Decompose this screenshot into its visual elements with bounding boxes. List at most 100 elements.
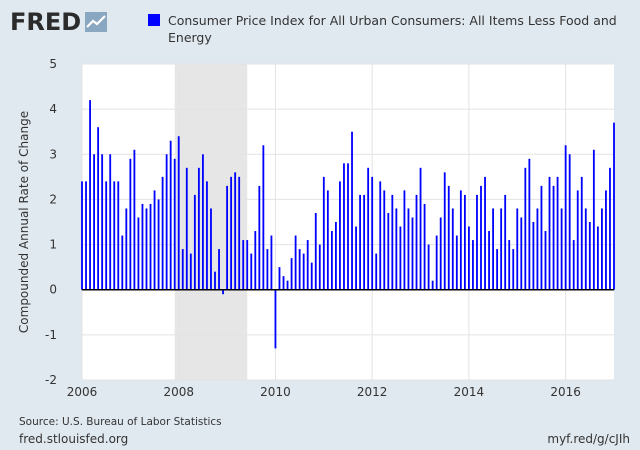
- bar: [254, 231, 257, 290]
- bar: [189, 253, 192, 290]
- bar: [282, 276, 285, 290]
- bar: [447, 185, 450, 290]
- bar: [226, 185, 228, 290]
- bar: [480, 185, 482, 290]
- bar: [270, 235, 273, 290]
- bar: [113, 181, 116, 290]
- bar: [298, 249, 301, 290]
- bar: [266, 249, 269, 290]
- bar: [339, 181, 341, 290]
- bar: [613, 122, 615, 290]
- bar: [472, 240, 474, 290]
- bar: [177, 136, 180, 290]
- bar: [536, 208, 539, 290]
- x-tick-label: 2014: [454, 385, 485, 399]
- site-link[interactable]: fred.stlouisfed.org: [19, 432, 129, 446]
- legend-swatch: [148, 14, 160, 26]
- bar: [584, 208, 587, 290]
- bar: [161, 176, 164, 290]
- bar: [173, 158, 176, 290]
- bar: [242, 240, 245, 290]
- x-tick-label: 2016: [550, 385, 581, 399]
- bar: [524, 167, 527, 290]
- bar: [476, 194, 478, 290]
- bar: [322, 176, 325, 290]
- bar: [500, 208, 503, 290]
- y-tick-label: 3: [49, 147, 57, 161]
- bar: [367, 167, 370, 290]
- bar: [335, 222, 337, 290]
- bar: [314, 212, 317, 290]
- bar: [407, 208, 410, 290]
- bar: [347, 163, 349, 290]
- bar: [165, 154, 168, 290]
- bar: [403, 190, 406, 290]
- fred-logo[interactable]: FRED: [10, 8, 108, 36]
- y-tick-label: 0: [49, 283, 57, 297]
- bar: [105, 181, 108, 290]
- y-axis-label: Compounded Annual Rate of Change: [17, 111, 31, 333]
- bar: [137, 217, 140, 290]
- bar: [193, 194, 196, 290]
- bar: [439, 217, 442, 290]
- bar: [592, 149, 595, 290]
- bar: [290, 258, 293, 290]
- bar: [379, 181, 382, 290]
- bar: [169, 140, 172, 290]
- bar: [605, 190, 607, 290]
- bar: [468, 226, 470, 290]
- bar: [302, 253, 305, 290]
- bar: [455, 235, 458, 290]
- bar: [484, 176, 486, 290]
- bar: [278, 267, 281, 290]
- bar: [157, 199, 160, 290]
- bar: [125, 208, 128, 290]
- bar: [431, 280, 434, 290]
- bar: [97, 127, 100, 290]
- bar: [222, 289, 224, 295]
- bar: [359, 194, 361, 290]
- bar: [596, 226, 599, 290]
- source-note: Source: U.S. Bureau of Labor Statistics: [19, 416, 222, 428]
- x-tick-label: 2006: [67, 385, 98, 399]
- bar: [81, 181, 83, 290]
- y-tick-label: 5: [49, 57, 57, 71]
- bar: [576, 190, 579, 290]
- bar: [306, 240, 309, 290]
- bar: [580, 176, 583, 290]
- bar: [451, 208, 454, 290]
- short-link[interactable]: myf.red/g/cJIh: [547, 432, 630, 446]
- bar: [415, 194, 418, 290]
- bar: [488, 231, 490, 290]
- bar: [552, 185, 555, 290]
- bar: [101, 154, 104, 290]
- bar: [133, 149, 136, 290]
- bar: [214, 271, 216, 290]
- y-tick-label: -2: [45, 373, 57, 387]
- bar: [197, 167, 200, 290]
- bar: [492, 208, 494, 290]
- bar: [117, 181, 120, 290]
- bar: [387, 212, 390, 290]
- bar: [274, 289, 277, 349]
- bar: [556, 176, 559, 290]
- bar: [149, 203, 152, 290]
- bar: [355, 226, 357, 290]
- bar: [238, 176, 241, 290]
- bar: [516, 208, 519, 290]
- bar: [435, 235, 438, 290]
- bar: [504, 194, 507, 290]
- x-tick-label: 2008: [163, 385, 194, 399]
- bar: [318, 244, 321, 290]
- y-tick-label: 2: [49, 192, 57, 206]
- bar: [145, 208, 148, 290]
- bar: [262, 145, 265, 290]
- bar: [383, 190, 386, 290]
- bar: [218, 249, 220, 290]
- bar: [326, 190, 329, 290]
- chart-line-icon: [85, 12, 108, 32]
- bar: [294, 235, 297, 290]
- bar: [185, 167, 188, 290]
- bar: [330, 231, 333, 290]
